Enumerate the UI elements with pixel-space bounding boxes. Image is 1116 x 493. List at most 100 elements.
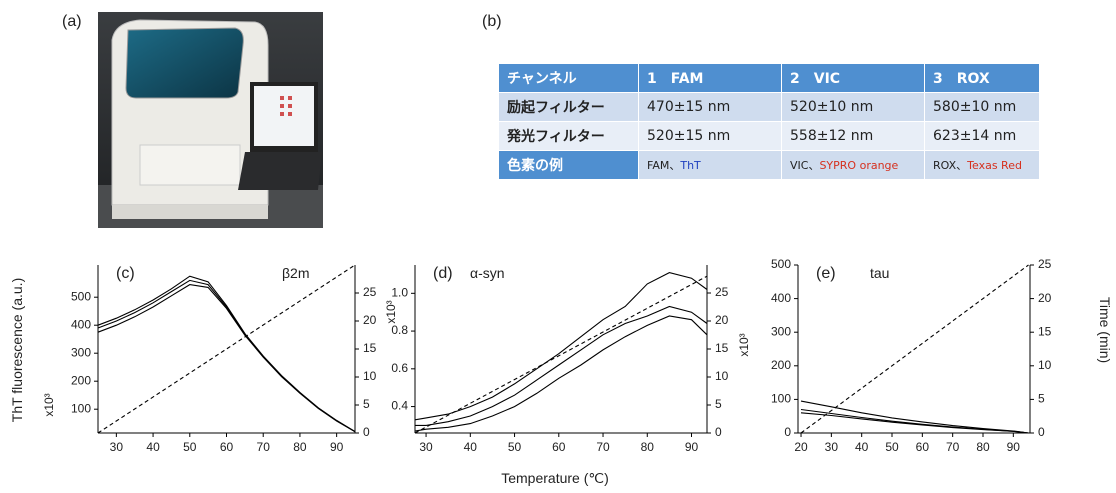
y-tick-label: 500 [71,289,91,303]
y-tick-label: 100 [771,392,791,406]
header-cell: チャンネル [499,64,639,93]
dye-name: ThT [680,159,700,172]
y2-tick-label: 0 [1038,425,1045,439]
panel-label: (d) [433,265,453,282]
y-tick-label: 0.4 [391,399,408,413]
x-tick-label: 50 [885,440,899,454]
cell: VIC、SYPRO orange [782,151,925,180]
time-line [415,276,707,433]
cell: 580±10 nm [925,93,1040,122]
y-tick-label: 400 [71,317,91,331]
y-tick-label: 200 [771,358,791,372]
row-label: 発光フィルター [499,122,639,151]
y-tick-label: 400 [771,291,791,305]
data-line [415,273,707,420]
dye-name: Texas Red [967,159,1022,172]
y2-tick-label: 25 [1038,257,1052,271]
axis-multiplier: x10³ [42,393,56,416]
chart-title: β2m [282,265,310,281]
panel-label: (e) [816,265,836,282]
page: (a)(b)3040506070809010020030040050005101… [0,0,1116,493]
x-tick-label: 50 [183,440,197,454]
y-tick-label: 300 [71,345,91,359]
dye-name: SYPRO orange [819,159,898,172]
cell: ROX、Texas Red [925,151,1040,180]
filter-table: チャンネル 1 FAM 2 VIC 3 ROX 励起フィルター 470±15 n… [498,63,1040,180]
y-tick-label: 200 [71,373,91,387]
y2-tick-label: 15 [1038,324,1052,338]
y2-tick-label: 0 [715,425,722,439]
data-line [801,413,1029,433]
y2-tick-label: 5 [1038,392,1045,406]
y2-tick-label: 15 [715,341,729,355]
cell: FAM、ThT [639,151,782,180]
x-tick-label: 30 [419,440,433,454]
y2-tick-label: 10 [715,369,729,383]
axis-multiplier: x10³ [737,333,751,356]
y2-tick-label: 20 [1038,291,1052,305]
cell: 470±15 nm [639,93,782,122]
y2-tick-label: 5 [363,397,370,411]
axis-multiplier: x10³ [384,300,398,323]
y-axis-label: ThT fluorescence (a.u.) [9,278,25,422]
x-tick-label: 90 [685,440,699,454]
y2-tick-label: 5 [715,397,722,411]
cell: 520±15 nm [639,122,782,151]
y-tick-label: 0.8 [391,323,408,337]
cell-text: ROX、 [933,159,967,172]
x-tick-label: 90 [330,440,344,454]
x-tick-label: 60 [220,440,234,454]
x-tick-label: 30 [825,440,839,454]
y2-tick-label: 20 [715,313,729,327]
x-tick-label: 80 [293,440,307,454]
cell: 623±14 nm [925,122,1040,151]
panel-label: (b) [482,13,502,30]
data-line [415,316,707,431]
data-line [98,280,355,431]
y2-tick-label: 10 [363,369,377,383]
y-tick-label: 300 [771,324,791,338]
y-tick-label: 100 [71,401,91,415]
header-cell: 1 FAM [639,64,782,93]
x-tick-label: 70 [596,440,610,454]
x-tick-label: 30 [110,440,124,454]
y2-tick-label: 25 [363,285,377,299]
y-tick-label: 500 [771,257,791,271]
photo [98,12,323,228]
table-row: 発光フィルター 520±15 nm 558±12 nm 623±14 nm [499,122,1040,151]
y-tick-label: 0 [784,425,791,439]
x-tick-label: 40 [146,440,160,454]
table-row: 励起フィルター 470±15 nm 520±10 nm 580±10 nm [499,93,1040,122]
cell-text: FAM、 [647,159,680,172]
x-tick-label: 60 [552,440,566,454]
table-header: チャンネル 1 FAM 2 VIC 3 ROX [499,64,1040,93]
header-cell: 3 ROX [925,64,1040,93]
x-tick-label: 70 [946,440,960,454]
x-tick-label: 70 [257,440,271,454]
time-line [801,265,1029,433]
cell-text: VIC、 [790,159,819,172]
data-line [415,307,707,426]
data-line [801,401,1029,433]
cell: 558±12 nm [782,122,925,151]
x-tick-label: 90 [1007,440,1021,454]
x-tick-label: 80 [976,440,990,454]
y2-tick-label: 15 [363,341,377,355]
header-cell: 2 VIC [782,64,925,93]
row-label: 励起フィルター [499,93,639,122]
x-tick-label: 60 [916,440,930,454]
y2-tick-label: 0 [363,425,370,439]
y-tick-label: 1.0 [391,285,408,299]
x-tick-label: 40 [464,440,478,454]
panel-label: (c) [116,265,135,282]
y2-tick-label: 10 [1038,358,1052,372]
table-row: 色素の例 FAM、ThT VIC、SYPRO orange ROX、Texas … [499,151,1040,180]
x-tick-label: 20 [794,440,808,454]
y2-tick-label: 20 [363,313,377,327]
y-tick-label: 0.6 [391,361,408,375]
chart-title: α-syn [470,265,505,281]
chart-title: tau [870,265,889,281]
panel-label: (a) [62,13,82,30]
x-axis-label: Temperature (℃) [501,470,609,486]
y2-tick-label: 25 [715,285,729,299]
